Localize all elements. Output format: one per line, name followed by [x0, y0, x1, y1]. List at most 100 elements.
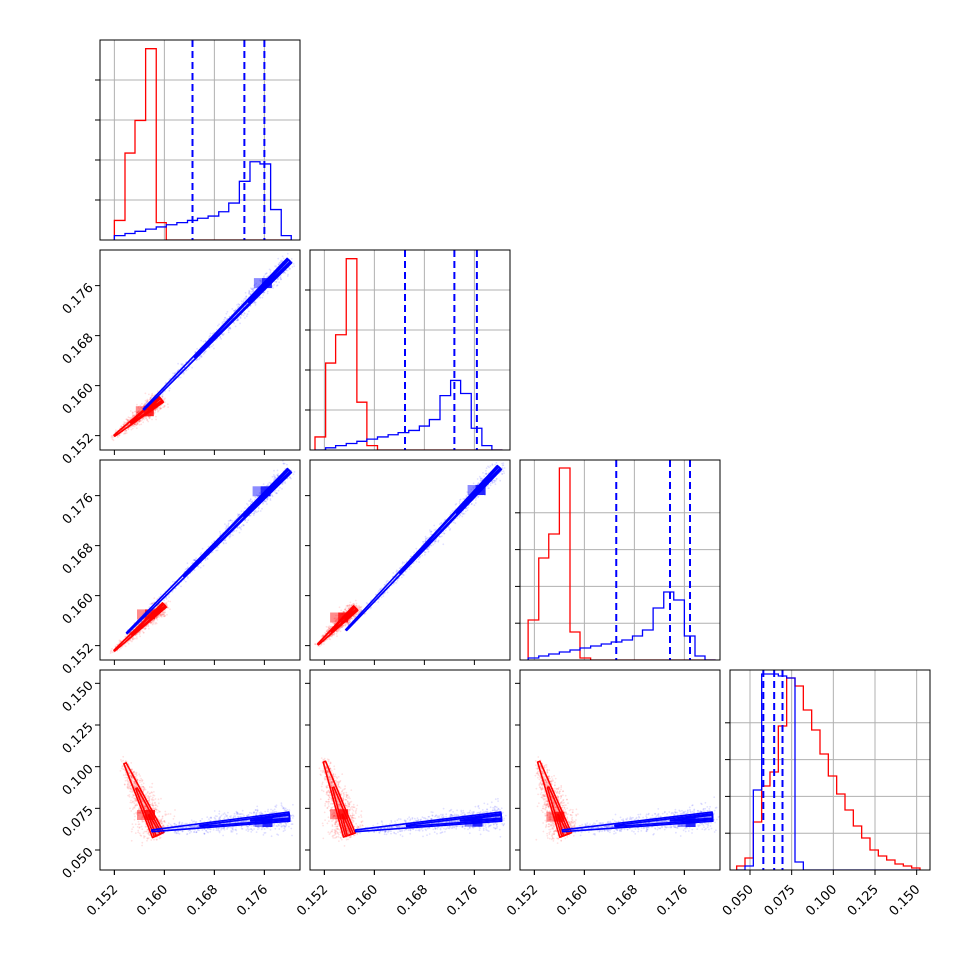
y-tick-label: 0.176: [60, 491, 97, 528]
y-tick-label: 0.150: [60, 678, 97, 715]
x-tick-label: 0.152: [294, 882, 331, 919]
y-tick-label: 0.152: [60, 641, 97, 678]
y-axis: 0.152 0.160 0.168 0.176: [60, 281, 100, 468]
x-tick-label: 0.100: [803, 882, 840, 919]
panel-frame: [309, 459, 511, 661]
density-shoulder: [330, 612, 339, 623]
panel-frame: [99, 39, 301, 241]
density-peak: [554, 811, 565, 822]
histogram-series-red: [113, 48, 292, 240]
density-peak: [685, 817, 696, 827]
density-shoulder: [137, 609, 145, 620]
histogram-series-red: [736, 677, 921, 870]
bottom-x-axis: 0.152 0.160 0.168 0.176: [84, 870, 271, 919]
x-tick-label: 0.152: [84, 882, 121, 919]
x-tick-label: 0.168: [394, 882, 431, 919]
x-axis: [113, 870, 265, 875]
density-peak: [261, 278, 272, 289]
density-shoulder: [252, 486, 261, 497]
y-tick-label: 0.125: [60, 720, 97, 757]
joint-panel: [515, 669, 721, 875]
density-peak: [338, 612, 349, 623]
density-peak: [145, 810, 155, 820]
density-peak: [475, 485, 486, 495]
joint-panel: 0.152 0.160 0.168 0.176: [60, 249, 301, 468]
y-tick-label: 0.152: [60, 431, 97, 468]
x-tick-label: 0.176: [444, 882, 481, 919]
x-tick-label: 0.160: [134, 882, 171, 919]
density-peak: [338, 809, 349, 820]
density-shoulder: [677, 817, 686, 827]
density-shoulder: [137, 810, 145, 820]
density-shoulder: [546, 811, 555, 822]
marginal-panel: [515, 459, 721, 661]
x-tick-label: 0.176: [234, 882, 271, 919]
contour-blue: [199, 812, 291, 828]
density-peak: [262, 817, 273, 827]
x-axis: [533, 870, 685, 875]
histogram-series-blue: [315, 379, 503, 450]
y-axis: [305, 682, 310, 851]
marginal-panel: [305, 249, 511, 451]
x-tick-label: 0.075: [762, 882, 799, 919]
x-tick-label: 0.150: [887, 882, 924, 919]
joint-panel: [305, 459, 511, 665]
y-axis: [515, 682, 520, 851]
density-shoulder: [330, 809, 339, 820]
joint-panel: 0.152 0.160 0.168 0.176: [60, 459, 301, 678]
panel-frame: [519, 459, 721, 661]
panel-frame: [729, 669, 931, 871]
bottom-x-axis: 0.152 0.160 0.168 0.176: [294, 870, 481, 919]
histogram-series-blue: [113, 161, 292, 240]
density-peak: [143, 406, 154, 417]
y-tick-label: 0.100: [60, 762, 97, 799]
y-tick-label: 0.050: [60, 845, 97, 882]
histogram-series-blue: [736, 673, 920, 870]
histogram-series-red: [527, 467, 716, 660]
density-peak: [472, 816, 483, 827]
x-tick-label: 0.152: [504, 882, 541, 919]
density-peak: [260, 486, 271, 497]
y-tick-label: 0.176: [60, 281, 97, 318]
marginal-panel: [95, 39, 301, 241]
density-shoulder: [135, 406, 144, 417]
density-shoulder: [464, 816, 473, 827]
density-shoulder: [253, 278, 262, 289]
x-tick-label: 0.176: [654, 882, 691, 919]
y-tick-label: 0.160: [60, 591, 97, 628]
x-tick-label: 0.168: [184, 882, 221, 919]
density-shoulder: [467, 485, 476, 495]
x-tick-label: 0.050: [720, 882, 757, 919]
joint-panel: 0.050 0.075 0.100 0.125 0.150: [60, 669, 301, 882]
x-tick-label: 0.125: [845, 882, 882, 919]
panel-frame: [99, 459, 301, 661]
y-axis: [305, 495, 310, 647]
x-tick-label: 0.160: [344, 882, 381, 919]
y-tick-label: 0.168: [60, 331, 97, 368]
histogram-series-red: [314, 258, 503, 450]
density-shoulder: [254, 817, 263, 827]
x-axis: [323, 870, 475, 875]
panel-frame: [309, 669, 511, 871]
panel-frame: [99, 669, 301, 871]
y-tick-label: 0.168: [60, 541, 97, 578]
bottom-x-axis: 0.152 0.160 0.168 0.176: [504, 870, 691, 919]
joint-panel: [305, 669, 511, 875]
x-tick-label: 0.160: [554, 882, 591, 919]
bottom-x-axis: 0.050 0.075 0.100 0.125 0.150: [720, 870, 924, 919]
marginal-panel: [725, 669, 931, 871]
y-axis: 0.050 0.075 0.100 0.125 0.150: [60, 678, 100, 882]
density-peak: [145, 609, 155, 620]
panel-frame: [99, 249, 301, 451]
x-axis: [113, 660, 265, 665]
panel-frame: [309, 249, 511, 451]
x-tick-label: 0.168: [604, 882, 641, 919]
y-tick-label: 0.160: [60, 381, 97, 418]
x-axis: [113, 450, 265, 455]
y-axis: 0.152 0.160 0.168 0.176: [60, 491, 100, 678]
x-axis: [323, 660, 475, 665]
histogram-series-blue: [527, 591, 716, 660]
contour-blue: [614, 812, 714, 828]
panel-frame: [519, 669, 721, 871]
